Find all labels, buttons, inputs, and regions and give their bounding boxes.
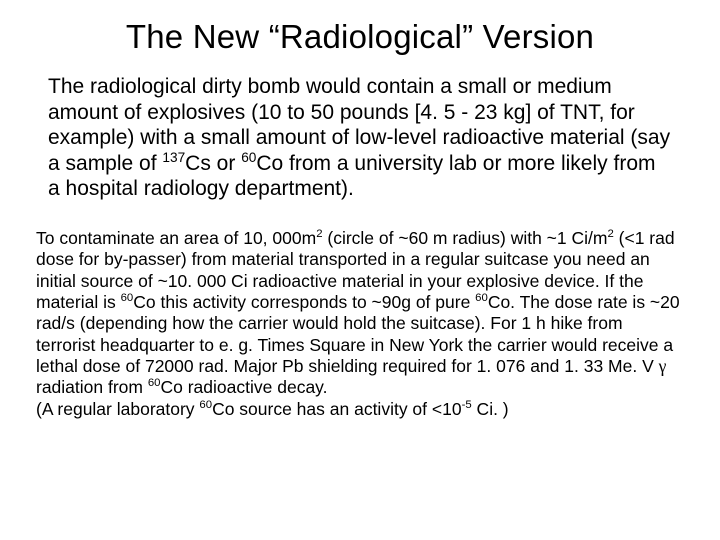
slide-title: The New “Radiological” Version (36, 18, 684, 56)
slide: The New “Radiological” Version The radio… (0, 0, 720, 540)
gamma-symbol: γ (659, 356, 667, 376)
sup-60-c: 60 (475, 292, 488, 304)
p2-text-f: radiation from (36, 377, 148, 397)
p2-text-d: Co this activity corresponds to ~90g of … (133, 292, 475, 312)
p2-text-b: (circle of ~60 m radius) with ~1 Ci/m (323, 228, 608, 248)
p2-text-a: To contaminate an area of 10, 000m (36, 228, 316, 248)
sup-60-d: 60 (148, 378, 161, 390)
p1-text-b: Cs or (185, 152, 241, 175)
sup-60-a: 60 (241, 150, 256, 165)
paragraph-2: To contaminate an area of 10, 000m2 (cir… (36, 228, 684, 420)
sup-minus5: -5 (462, 399, 472, 411)
sup-137: 137 (162, 150, 185, 165)
p2-text-h: (A regular laboratory (36, 399, 199, 419)
p2-text-g: Co radioactive decay. (161, 377, 328, 397)
sup-60-e: 60 (199, 399, 212, 411)
paragraph-1: The radiological dirty bomb would contai… (48, 74, 672, 202)
p2-text-j: Ci. ) (472, 399, 509, 419)
sup-60-b: 60 (121, 292, 134, 304)
p2-text-i: Co source has an activity of <10 (212, 399, 462, 419)
